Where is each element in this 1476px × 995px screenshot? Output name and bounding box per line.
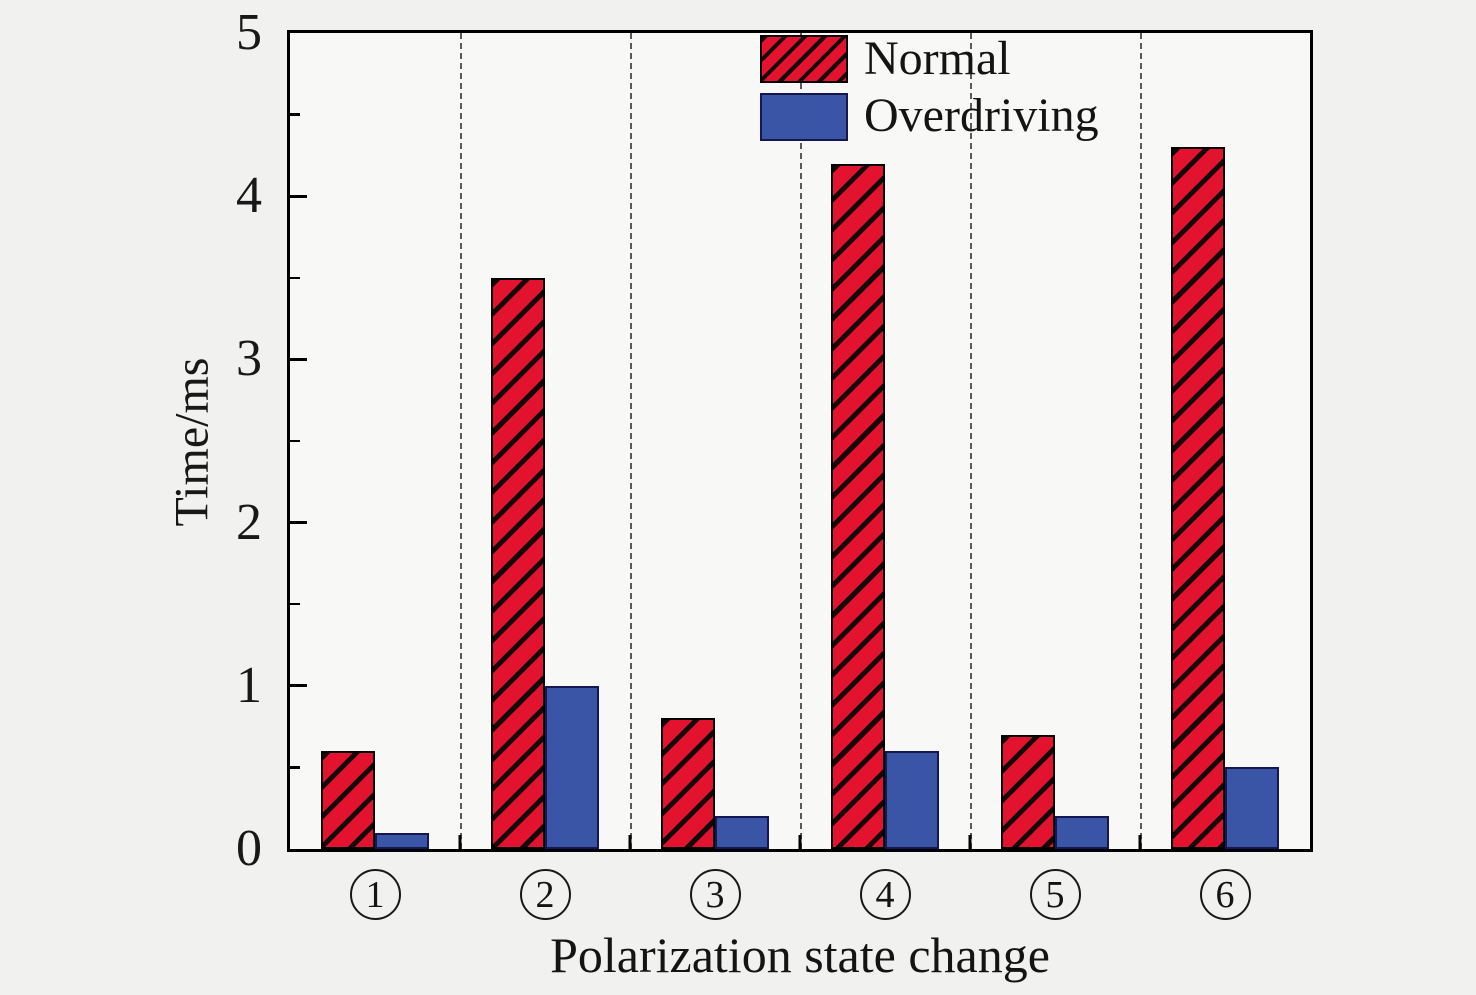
vertical-gridline — [460, 33, 462, 849]
y-axis-tick-label: 5 — [236, 4, 262, 61]
bar-normal-2 — [491, 277, 545, 849]
x-category-cell: 6 — [1140, 866, 1310, 922]
x-category-label: 4 — [859, 868, 911, 920]
bar-normal-5 — [1001, 734, 1055, 849]
x-category-cell: 2 — [460, 866, 630, 922]
legend: Normal Overdriving — [760, 32, 1099, 143]
y-axis-tick-label: 3 — [236, 330, 262, 388]
vertical-gridline — [970, 33, 972, 849]
bar-overdriving-5 — [1055, 816, 1109, 849]
y-axis-tick-label: 0 — [236, 820, 262, 877]
y-axis-minor-tick — [290, 602, 300, 606]
vertical-gridline — [800, 33, 802, 849]
x-axis-tick — [968, 835, 972, 849]
y-axis-minor-tick — [290, 276, 300, 280]
legend-label-overdriving: Overdriving — [864, 89, 1099, 143]
legend-entry-normal: Normal — [760, 32, 1099, 85]
legend-swatch-overdriving — [760, 92, 848, 141]
category-slot — [290, 33, 460, 849]
category-slot — [460, 33, 630, 849]
x-category-label: 2 — [519, 868, 571, 920]
x-category-cell: 4 — [800, 866, 970, 922]
y-axis-tick-label: 2 — [236, 493, 262, 551]
vertical-gridline — [1140, 33, 1142, 849]
x-category-cell: 1 — [290, 866, 460, 922]
y-axis-minor-tick — [290, 766, 300, 769]
y-axis-tick-label: 4 — [236, 167, 262, 225]
x-category-cell: 3 — [630, 866, 800, 922]
category-slot — [1140, 33, 1310, 849]
bar-normal-6 — [1171, 147, 1225, 849]
x-axis-tick — [1138, 835, 1142, 849]
bar-normal-4 — [831, 163, 885, 849]
plot-area — [287, 30, 1313, 852]
category-slot — [630, 33, 800, 849]
x-category-label: 3 — [689, 868, 741, 920]
category-slot — [970, 33, 1140, 849]
x-category-label: 1 — [349, 868, 401, 920]
bar-overdriving-3 — [715, 816, 769, 849]
x-axis-tick — [458, 835, 462, 849]
x-category-label: 6 — [1199, 868, 1251, 920]
vertical-gridline — [630, 33, 632, 849]
legend-label-normal: Normal — [864, 32, 1011, 85]
bar-overdriving-6 — [1225, 767, 1279, 849]
y-axis-major-tick — [290, 357, 307, 361]
y-axis-tick-labels: 0 1 2 3 4 5 — [0, 7, 270, 875]
x-axis-category-labels: 1 2 3 4 5 6 — [290, 866, 1310, 922]
y-axis-major-tick — [290, 521, 307, 525]
y-axis-tick-label: 1 — [236, 656, 262, 714]
bar-overdriving-2 — [545, 685, 599, 849]
bar-overdriving-1 — [375, 832, 429, 849]
y-axis-major-tick — [290, 684, 307, 688]
y-axis-major-tick — [290, 194, 307, 198]
y-axis-minor-tick — [290, 439, 300, 443]
bar-normal-3 — [661, 718, 715, 849]
x-axis-title: Polarization state change — [550, 927, 1050, 983]
category-slot — [800, 33, 970, 849]
x-category-label: 5 — [1029, 868, 1081, 920]
legend-swatch-normal — [760, 35, 848, 84]
legend-entry-overdriving: Overdriving — [760, 89, 1099, 143]
x-category-cell: 5 — [970, 866, 1140, 922]
y-axis-minor-tick — [290, 113, 300, 116]
bar-overdriving-4 — [885, 751, 939, 849]
x-axis-tick — [798, 835, 802, 849]
bar-normal-1 — [321, 751, 375, 849]
x-axis-tick — [628, 835, 632, 849]
